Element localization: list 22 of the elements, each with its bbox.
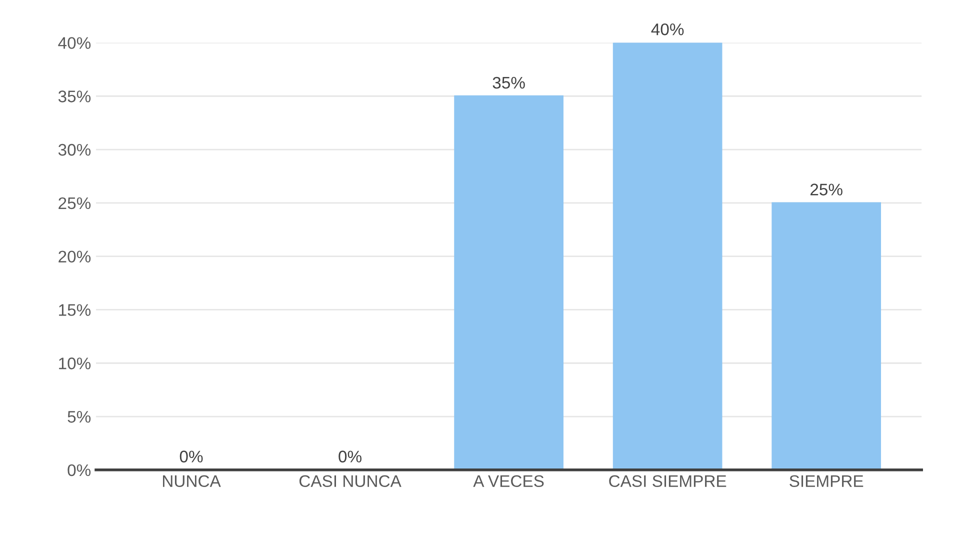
y-tick-label: 15% xyxy=(59,304,91,316)
y-tick-label: 35% xyxy=(58,90,91,102)
y-tick-label: 25% xyxy=(58,197,91,210)
x-tick-label: NUNCA xyxy=(162,475,221,488)
y-tick-label: 20% xyxy=(58,250,91,263)
bar xyxy=(612,42,722,470)
x-tick-label: SIEMPRE xyxy=(790,475,864,488)
bar xyxy=(454,95,564,470)
x-tick-label: CASI SIEMPRE xyxy=(609,475,726,488)
data-label: 25% xyxy=(810,184,842,196)
y-tick-label: 0% xyxy=(68,464,91,476)
y-tick-label: 40% xyxy=(58,37,91,49)
data-label: 40% xyxy=(651,23,684,36)
x-tick-label: A VECES xyxy=(473,475,544,488)
y-tick-label: 10% xyxy=(59,358,91,370)
data-label: 0% xyxy=(180,450,203,462)
x-tick-label: CASI NUNCA xyxy=(299,475,402,488)
bar xyxy=(772,202,882,470)
data-label: 0% xyxy=(338,450,362,462)
data-label: 35% xyxy=(492,76,525,89)
y-tick-label: 30% xyxy=(58,144,91,156)
y-tick-label: 5% xyxy=(68,410,91,423)
